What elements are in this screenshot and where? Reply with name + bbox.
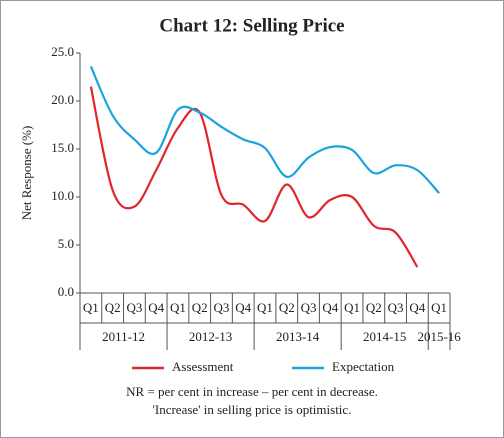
y-tick-label: 15.0 <box>51 140 74 155</box>
x-group-label: 2013-14 <box>276 329 320 344</box>
legend-label: Assessment <box>172 359 234 374</box>
x-tick-label: Q1 <box>257 300 273 315</box>
x-tick-label: Q3 <box>126 300 142 315</box>
x-tick-label: Q2 <box>105 300 121 315</box>
x-tick-label: Q4 <box>322 300 338 315</box>
y-tick-label: 0.0 <box>58 284 74 299</box>
x-tick-label: Q1 <box>83 300 99 315</box>
x-tick-label: Q3 <box>301 300 317 315</box>
x-tick-label: Q2 <box>279 300 295 315</box>
x-tick-label: Q1 <box>170 300 186 315</box>
y-tick-label: 10.0 <box>51 188 74 203</box>
y-tick-label: 20.0 <box>51 92 74 107</box>
note: NR = per cent in increase – per cent in … <box>126 384 378 399</box>
note: 'Increase' in selling price is optimisti… <box>153 402 352 417</box>
x-group-label: 2012-13 <box>189 329 232 344</box>
line <box>89 86 419 268</box>
x-tick-label: Q4 <box>148 300 164 315</box>
x-tick-label: Q4 <box>409 300 425 315</box>
line <box>89 65 440 194</box>
x-group-label: 2014-15 <box>363 329 406 344</box>
x-tick-label: Q3 <box>214 300 230 315</box>
x-tick-label: Q4 <box>235 300 251 315</box>
x-tick-label: Q3 <box>388 300 404 315</box>
x-group-label: 2011-12 <box>102 329 145 344</box>
y-tick-label: 5.0 <box>58 236 74 251</box>
x-tick-label: Q1 <box>431 300 447 315</box>
x-tick-label: Q2 <box>366 300 382 315</box>
y-tick-label: 25.0 <box>51 44 74 59</box>
legend-label: Expectation <box>332 359 395 374</box>
x-tick-label: Q1 <box>344 300 360 315</box>
x-tick-label: Q2 <box>192 300 208 315</box>
y-axis-label: Net Response (%) <box>19 126 34 221</box>
chart-title: Chart 12: Selling Price <box>159 15 344 36</box>
x-group-label: 2015-16 <box>417 329 461 344</box>
